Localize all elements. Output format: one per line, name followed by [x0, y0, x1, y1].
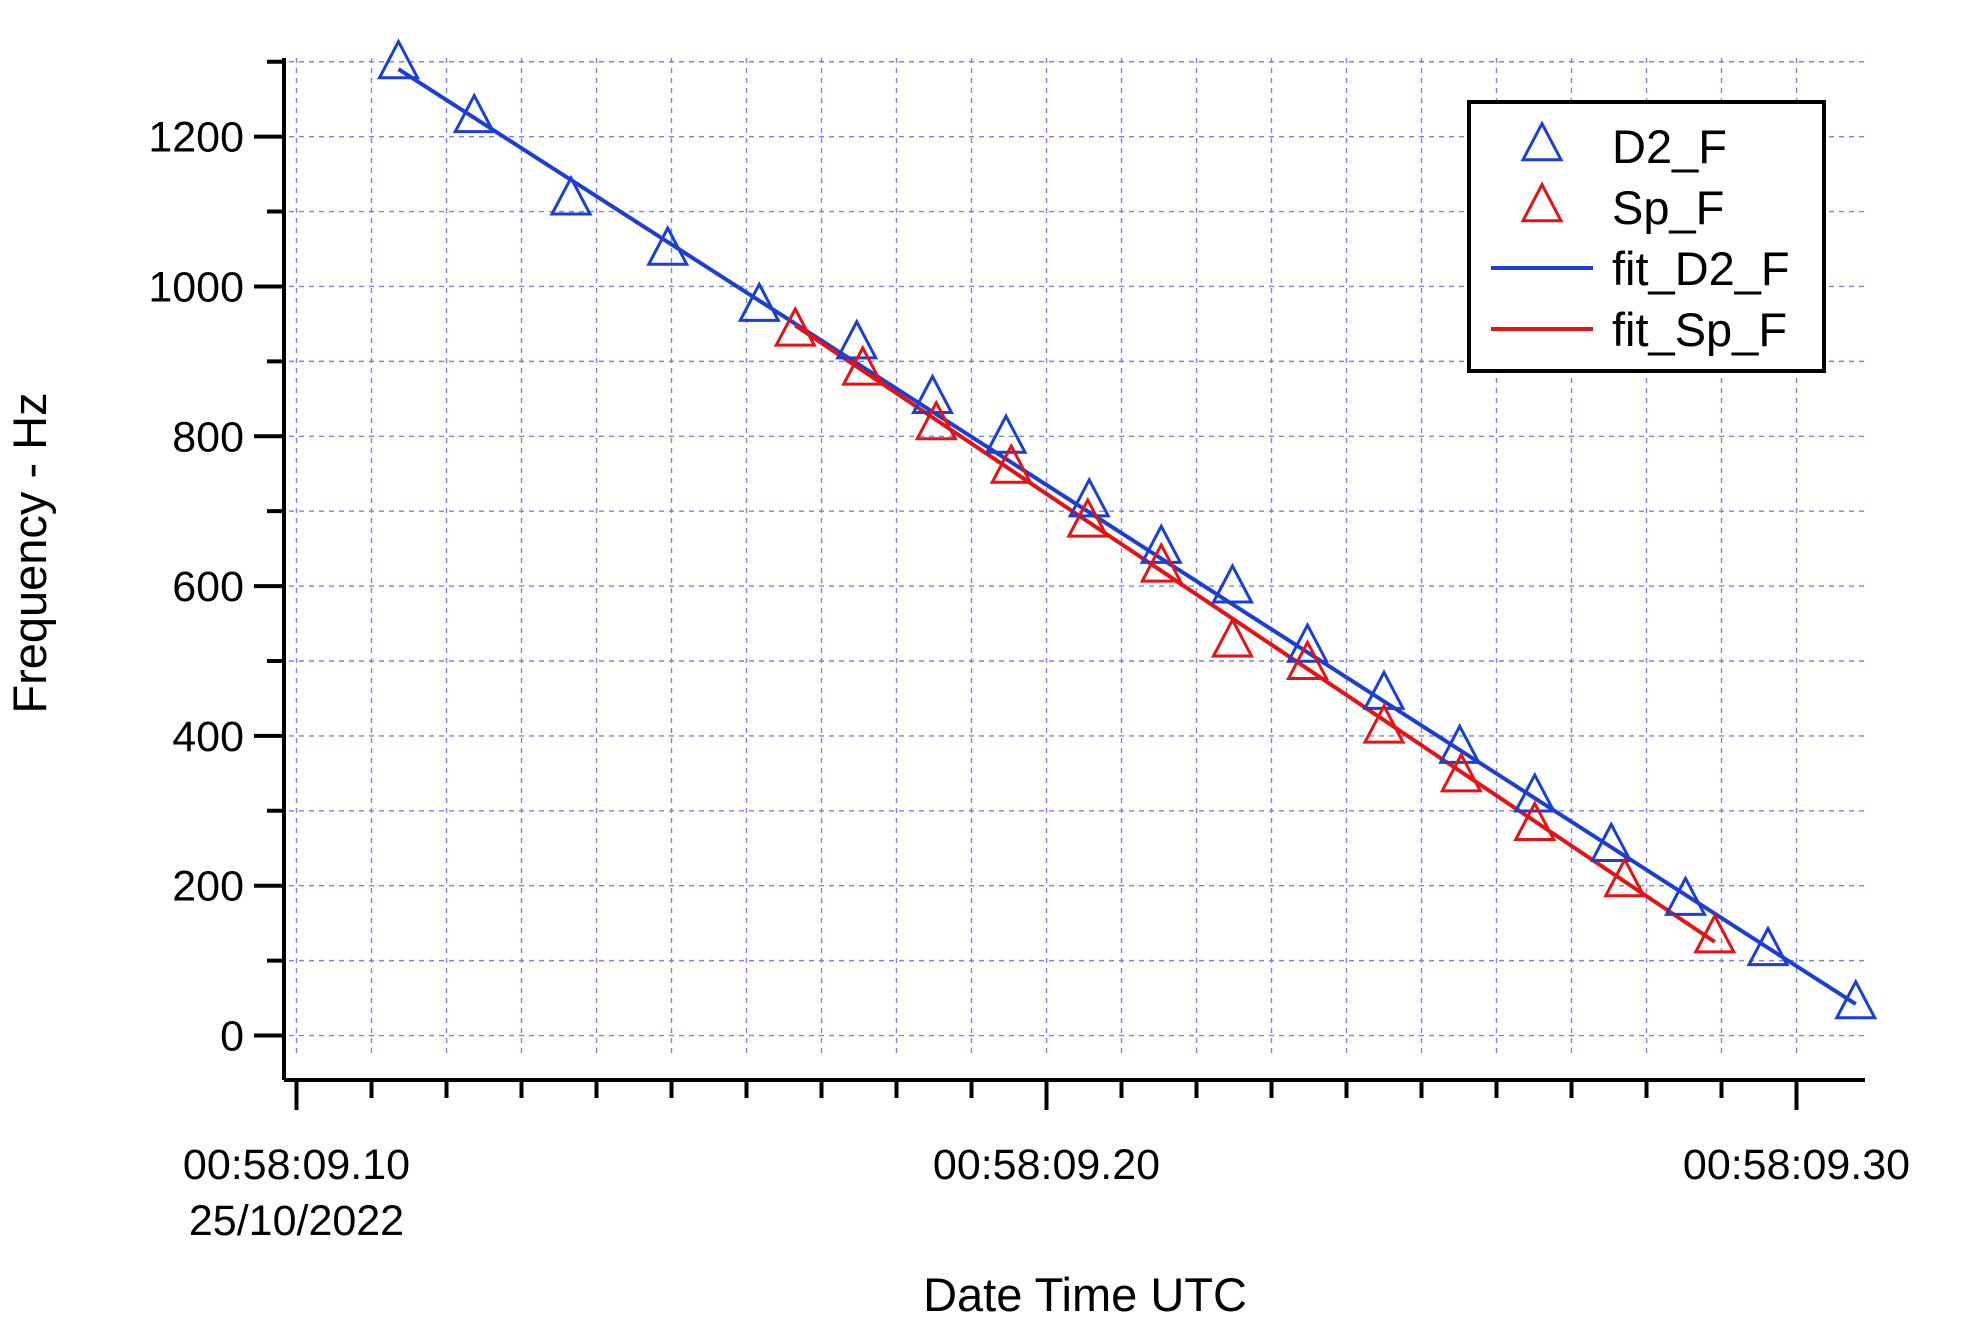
- legend: D2_F Sp_F fit_D2_F fit_Sp_F: [1467, 100, 1826, 373]
- data-point-Sp_F: [841, 344, 885, 386]
- legend-label-Sp_F: Sp_F: [1612, 181, 1724, 234]
- data-point-D2_F: [1589, 821, 1633, 862]
- data-point-D2_F: [1664, 875, 1707, 916]
- series-line-fit_Sp_F: [794, 323, 1716, 944]
- data-point-D2_F: [737, 281, 781, 322]
- data-point-D2_F: [1513, 771, 1557, 813]
- legend-label-fit_D2_F: fit_D2_F: [1612, 242, 1790, 295]
- data-point-D2_F: [1834, 978, 1878, 1020]
- y-tick-label: 600: [172, 563, 244, 611]
- data-point-Sp_F: [1211, 616, 1254, 658]
- legend-marker-Sp_F: [1520, 181, 1564, 223]
- data-point-Sp_F: [1066, 496, 1110, 538]
- x-tick-label: 00:58:09.10: [183, 1141, 410, 1189]
- y-tick-label: 200: [172, 863, 244, 911]
- data-point-D2_F: [377, 38, 420, 80]
- data-point-D2_F: [1067, 476, 1111, 518]
- y-tick-label: 800: [172, 413, 244, 461]
- data-point-D2_F: [1286, 621, 1329, 663]
- y-tick-label: 1200: [148, 114, 244, 162]
- data-point-D2_F: [1211, 562, 1254, 604]
- data-point-Sp_F: [1139, 541, 1183, 583]
- data-point-D2_F: [984, 412, 1028, 454]
- x-tick-label: 00:58:09.30: [1683, 1141, 1910, 1189]
- legend-box: [1467, 100, 1826, 373]
- data-point-D2_F: [1746, 925, 1790, 967]
- plot-series: [377, 38, 1878, 1020]
- x-axis-title: Date Time UTC: [923, 1268, 1247, 1321]
- y-axis-title: Frequency - Hz: [3, 392, 56, 713]
- legend-marker-D2_F: [1520, 120, 1564, 162]
- data-point-D2_F: [549, 174, 593, 216]
- data-point-Sp_F: [1286, 639, 1329, 680]
- data-point-D2_F: [1438, 723, 1482, 764]
- x-tick-sublabel: 25/10/2022: [189, 1197, 404, 1245]
- data-point-Sp_F: [1513, 800, 1557, 842]
- x-tick-label: 00:58:09.20: [933, 1141, 1160, 1189]
- data-point-Sp_F: [1603, 856, 1647, 898]
- series-line-fit_D2_F: [397, 67, 1857, 1006]
- legend-label-D2_F: D2_F: [1612, 120, 1727, 173]
- data-point-D2_F: [1139, 523, 1183, 564]
- data-point-Sp_F: [1693, 912, 1737, 954]
- axes: 0 200 400 600 800 1000 1200 00:58:09.10 25/10/20…: [148, 58, 1910, 1245]
- legend-label-fit_Sp_F: fit_Sp_F: [1612, 303, 1787, 356]
- data-point-D2_F: [646, 224, 690, 266]
- data-point-D2_F: [452, 92, 496, 134]
- data-point-Sp_F: [914, 399, 958, 441]
- y-tick-label: 400: [172, 713, 244, 761]
- y-tick-label: 0: [220, 1013, 244, 1061]
- data-point-Sp_F: [1439, 751, 1483, 793]
- y-tick-label: 1000: [148, 263, 244, 311]
- data-point-Sp_F: [773, 305, 817, 347]
- data-point-Sp_F: [989, 442, 1033, 484]
- data-point-Sp_F: [1362, 702, 1406, 744]
